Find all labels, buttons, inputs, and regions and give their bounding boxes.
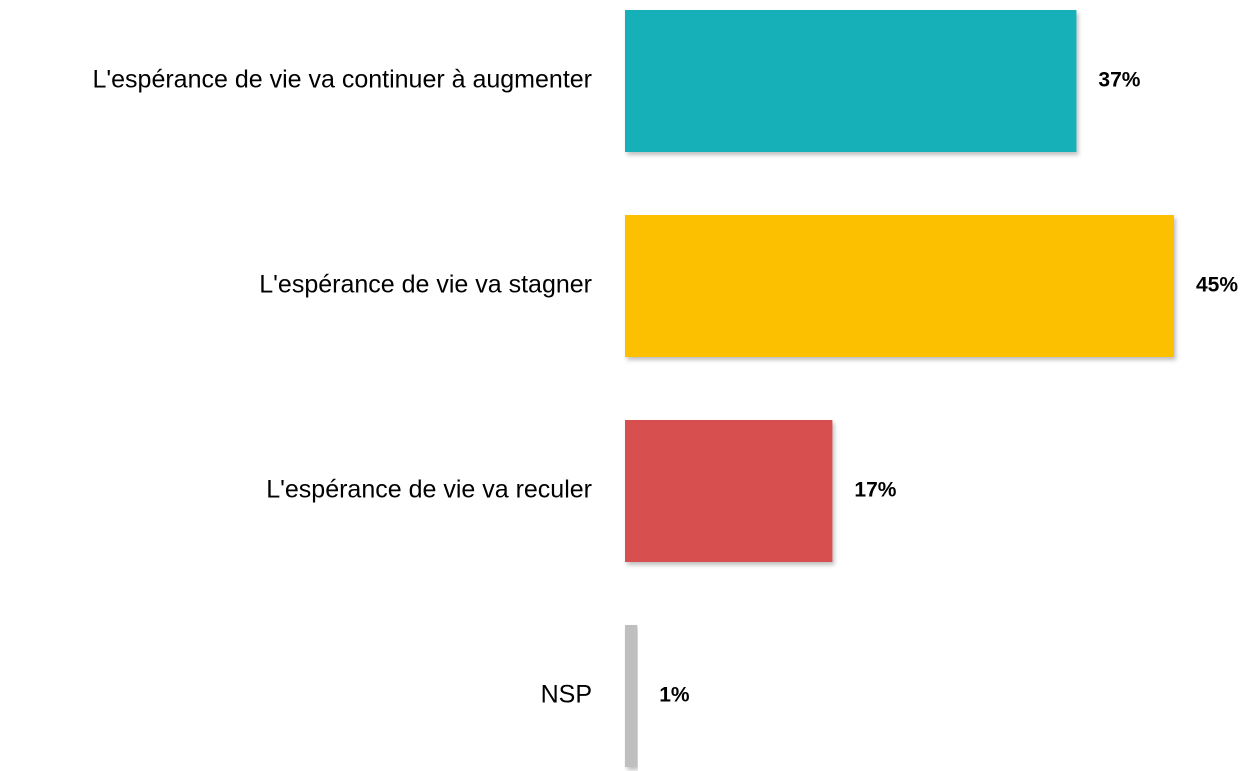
category-label: L'espérance de vie va continuer à augmen… (92, 66, 592, 94)
value-label: 1% (659, 684, 690, 707)
category-label: L'espérance de vie va stagner (259, 271, 592, 299)
bar (625, 10, 1077, 152)
value-label: 17% (854, 479, 896, 502)
value-label: 37% (1098, 69, 1140, 92)
bar (625, 625, 638, 767)
category-label: NSP (541, 681, 592, 709)
bar (625, 215, 1174, 357)
value-label: 45% (1196, 274, 1238, 297)
category-label: L'espérance de vie va reculer (266, 476, 592, 504)
bar (625, 420, 833, 562)
